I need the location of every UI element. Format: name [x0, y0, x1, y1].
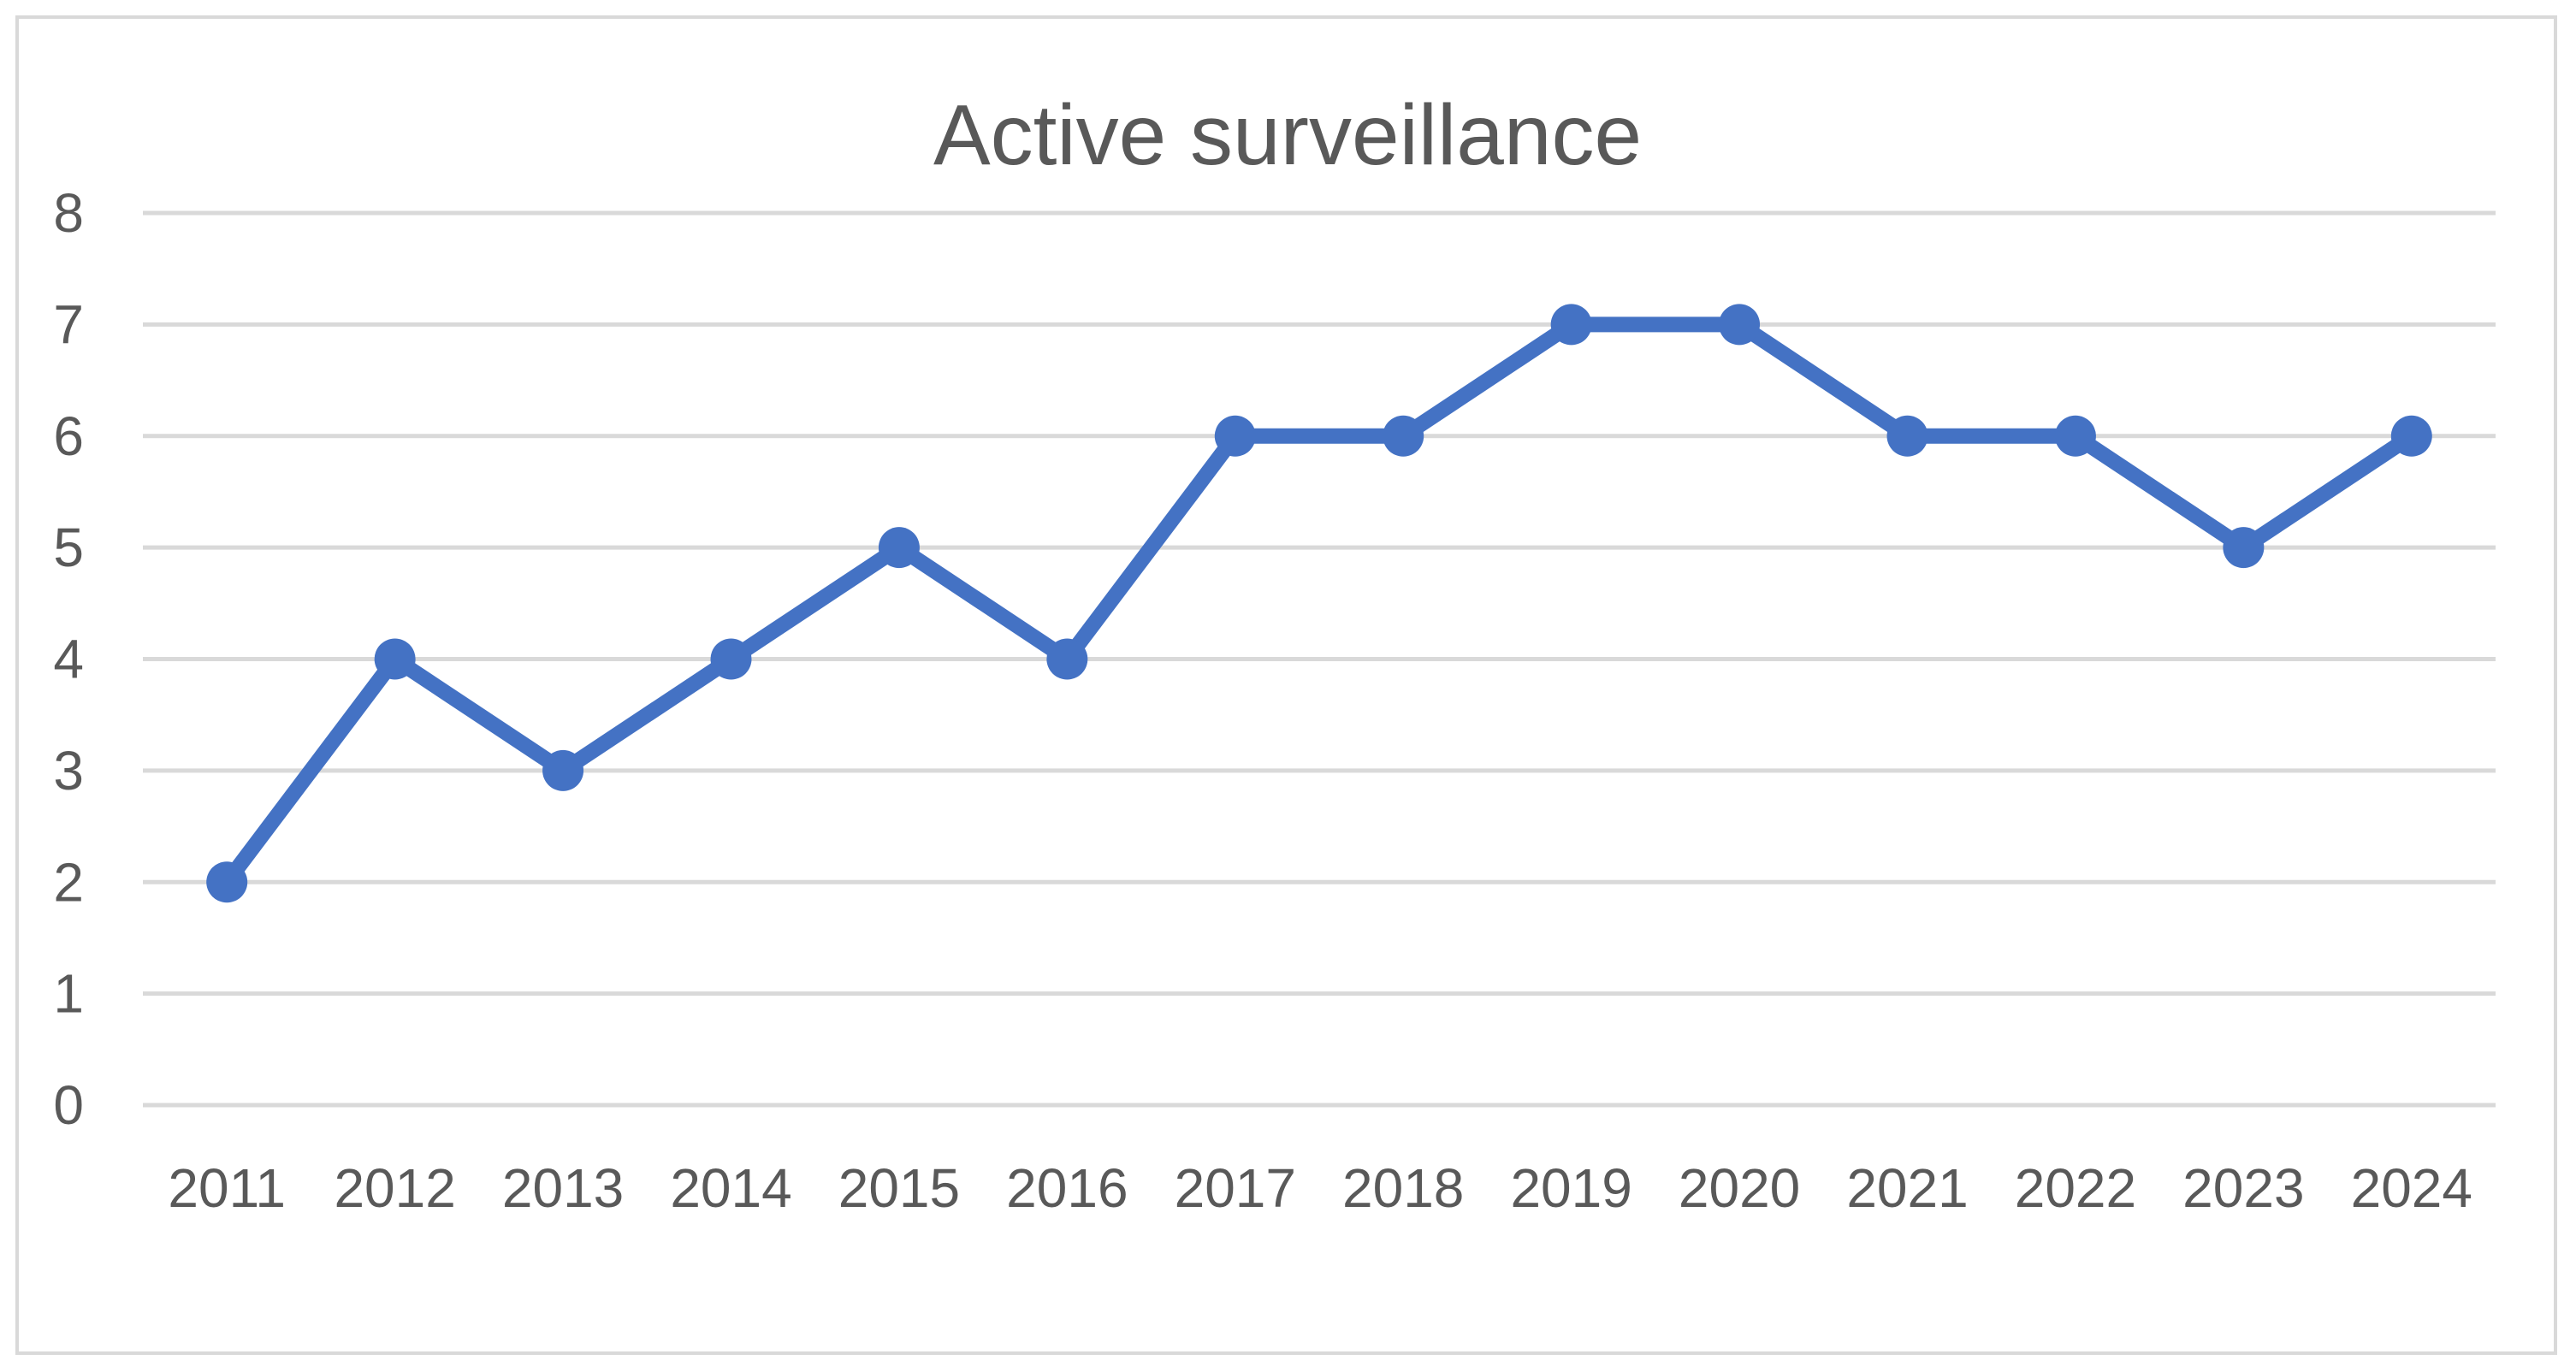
- data-point-2021: [1886, 415, 1928, 457]
- y-tick-label: 5: [53, 517, 84, 578]
- data-point-2024: [2390, 415, 2432, 457]
- data-point-2020: [1719, 304, 1761, 346]
- y-tick-label: 6: [53, 405, 84, 467]
- x-tick-label: 2024: [2351, 1157, 2472, 1219]
- data-point-2017: [1214, 415, 1256, 457]
- data-point-2011: [206, 861, 248, 903]
- y-tick-label: 3: [53, 740, 84, 801]
- y-tick-label: 7: [53, 293, 84, 355]
- y-tick-label: 0: [53, 1074, 84, 1136]
- data-point-2018: [1383, 415, 1424, 457]
- x-tick-label: 2021: [1846, 1157, 1968, 1219]
- y-tick-label: 8: [53, 182, 84, 244]
- x-tick-label: 2016: [1006, 1157, 1128, 1219]
- y-tick-label: 1: [53, 963, 84, 1025]
- chart-title: Active surveillance: [933, 87, 1642, 183]
- data-point-2019: [1550, 304, 1592, 346]
- x-tick-label: 2013: [502, 1157, 624, 1219]
- x-tick-label: 2011: [168, 1157, 286, 1219]
- series-layer: [206, 304, 2432, 903]
- data-point-2023: [2223, 527, 2265, 569]
- data-point-2014: [710, 638, 752, 680]
- x-tick-label: 2012: [334, 1157, 455, 1219]
- data-point-2016: [1046, 638, 1088, 680]
- x-axis-tick-labels: 2011 2012 2013 2014 2015 2016 2017 2018 2019 2020…: [168, 1157, 2472, 1219]
- y-axis-tick-labels: 0 1 2 3 4 5 6 7 8: [53, 182, 84, 1136]
- x-tick-label: 2023: [2182, 1157, 2304, 1219]
- x-tick-label: 2019: [1510, 1157, 1631, 1219]
- y-tick-label: 4: [53, 629, 84, 690]
- data-point-2015: [878, 527, 920, 569]
- x-tick-label: 2020: [1679, 1157, 1800, 1219]
- x-tick-label: 2017: [1175, 1157, 1296, 1219]
- series-line: [219, 316, 2419, 890]
- y-tick-label: 2: [53, 851, 84, 913]
- data-point-2013: [542, 749, 584, 791]
- data-point-2022: [2054, 415, 2096, 457]
- x-tick-label: 2015: [838, 1157, 960, 1219]
- gridlines: [143, 210, 2496, 1108]
- x-tick-label: 2018: [1342, 1157, 1464, 1219]
- data-point-2012: [374, 638, 416, 680]
- x-tick-label: 2014: [670, 1157, 791, 1219]
- x-tick-label: 2022: [2015, 1157, 2136, 1219]
